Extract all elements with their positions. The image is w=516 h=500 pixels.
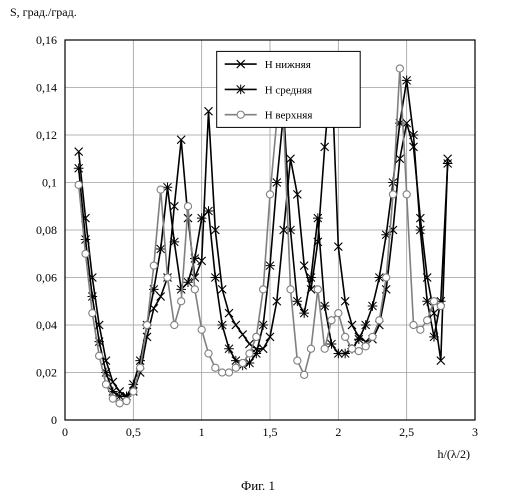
marker-circle [437, 302, 444, 309]
marker-circle [287, 286, 294, 293]
marker-circle [246, 350, 253, 357]
marker-circle [184, 203, 191, 210]
marker-circle [191, 286, 198, 293]
y-axis-title: S, град./град. [10, 5, 77, 19]
marker-circle [130, 388, 137, 395]
x-tick-label: 2 [335, 425, 341, 439]
marker-circle [342, 333, 349, 340]
legend-label: Н верхняя [265, 110, 313, 122]
marker-circle [109, 395, 116, 402]
chart-container: { "chart": { "type": "line", "caption": … [0, 0, 516, 500]
x-tick-label: 0 [62, 425, 68, 439]
marker-circle [389, 191, 396, 198]
marker-circle [219, 369, 226, 376]
y-tick-label: 0,02 [36, 366, 57, 380]
marker-circle [143, 321, 150, 328]
marker-circle [123, 397, 130, 404]
marker-circle [301, 371, 308, 378]
x-tick-label: 2,5 [399, 425, 414, 439]
marker-circle [314, 286, 321, 293]
marker-circle [116, 400, 123, 407]
marker-circle [403, 191, 410, 198]
marker-circle [294, 357, 301, 364]
marker-circle [171, 321, 178, 328]
marker-circle [430, 298, 437, 305]
marker-circle [212, 364, 219, 371]
marker-circle [260, 286, 267, 293]
marker-circle [205, 350, 212, 357]
x-tick-label: 1,5 [263, 425, 278, 439]
marker-circle [82, 250, 89, 257]
legend-label: Н средняя [265, 84, 312, 96]
marker-circle [396, 65, 403, 72]
x-tick-label: 1 [199, 425, 205, 439]
y-tick-label: 0,16 [36, 33, 57, 47]
figure-caption: Фиг. 1 [241, 478, 275, 493]
marker-circle [164, 274, 171, 281]
marker-circle [355, 348, 362, 355]
marker-circle [362, 343, 369, 350]
marker-circle [424, 317, 431, 324]
x-axis-title: h/(λ/2) [438, 447, 470, 461]
marker-circle [335, 310, 342, 317]
marker-circle [96, 352, 103, 359]
marker-circle [383, 274, 390, 281]
marker-circle [369, 333, 376, 340]
marker-circle [225, 369, 232, 376]
marker-circle [417, 326, 424, 333]
marker-circle [239, 359, 246, 366]
y-tick-label: 0,12 [36, 128, 57, 142]
marker-circle [232, 364, 239, 371]
y-tick-label: 0,1 [42, 176, 57, 190]
chart-svg: S, град./град. 0 0,5 1 1,5 2 2,5 3 0 0,02 0,04 0,06… [0, 0, 516, 500]
y-tick-label: 0,08 [36, 223, 57, 237]
legend-label: Н нижняя [265, 59, 311, 71]
marker-circle [150, 262, 157, 269]
marker-circle [198, 326, 205, 333]
y-tick-label: 0,06 [36, 271, 57, 285]
marker-circle [253, 333, 260, 340]
marker-circle [307, 345, 314, 352]
marker-circle [376, 317, 383, 324]
marker-circle [102, 381, 109, 388]
marker-circle [157, 186, 164, 193]
marker-circle [89, 310, 96, 317]
marker-circle [410, 321, 417, 328]
marker-circle [348, 345, 355, 352]
marker-circle [137, 364, 144, 371]
marker-circle [321, 345, 328, 352]
x-tick-label: 3 [472, 425, 478, 439]
y-tick-label: 0 [51, 413, 57, 427]
marker-circle [178, 298, 185, 305]
marker-circle [237, 111, 244, 118]
marker-circle [266, 191, 273, 198]
y-tick-label: 0,04 [36, 318, 57, 332]
marker-circle [75, 181, 82, 188]
marker-circle [328, 317, 335, 324]
y-tick-label: 0,14 [36, 81, 57, 95]
x-tick-label: 0,5 [126, 425, 141, 439]
